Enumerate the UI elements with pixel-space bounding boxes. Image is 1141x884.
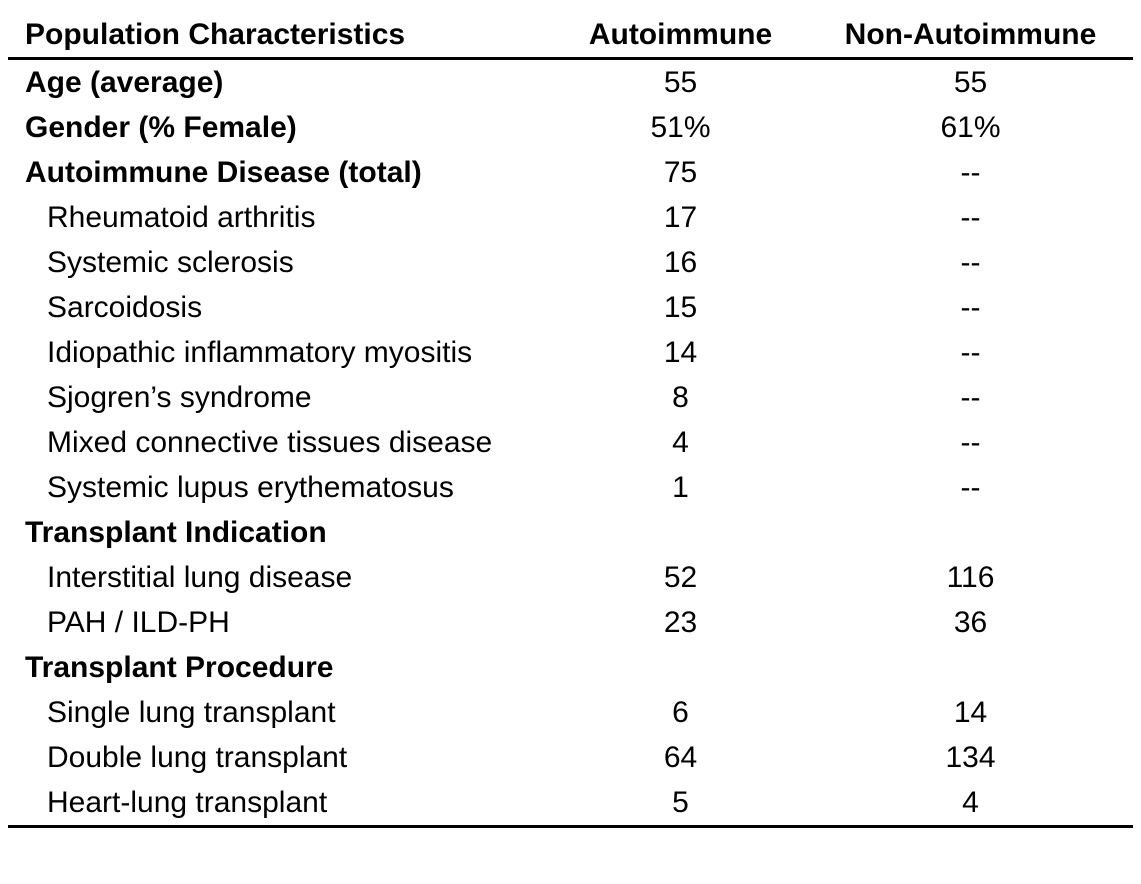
table-row: Age (average) 55 55 [8,60,1133,105]
row-label: Transplant Procedure [25,651,334,684]
table-row: Systemic sclerosis 16 -- [8,240,1133,285]
non-autoimmune-value: -- [960,381,981,414]
table-row: Mixed connective tissues disease 4 -- [8,420,1133,465]
autoimmune-value: 4 [672,426,689,459]
autoimmune-value: 16 [663,246,698,279]
row-label: Transplant Indication [25,516,327,549]
autoimmune-value: 75 [663,156,698,189]
table-row: Transplant Indication [8,510,1133,555]
table-row: Interstitial lung disease 52 116 [8,555,1133,600]
autoimmune-value: 1 [672,471,689,504]
non-autoimmune-value: 14 [953,696,988,729]
column-header-autoimmune: Autoimmune [588,18,773,51]
row-label: Systemic lupus erythematosus [47,471,454,504]
autoimmune-value: 23 [663,606,698,639]
table-row: PAH / ILD-PH 23 36 [8,600,1133,645]
row-label: Heart-lung transplant [47,786,328,819]
non-autoimmune-value: 134 [945,741,996,774]
autoimmune-value: 51% [650,111,711,144]
non-autoimmune-value: -- [960,291,981,324]
row-label: Idiopathic inflammatory myositis [47,336,473,369]
autoimmune-value: 14 [663,336,698,369]
non-autoimmune-value: -- [960,201,981,234]
row-label: Interstitial lung disease [47,561,353,594]
non-autoimmune-value: 61% [940,111,1001,144]
table-body: Age (average) 55 55 Gender (% Female) 51% 61%… [8,60,1133,828]
table-row: Gender (% Female) 51% 61% [8,105,1133,150]
row-label: Double lung transplant [47,741,348,774]
non-autoimmune-value: -- [960,336,981,369]
column-header-non-autoimmune: Non-Autoimmune [844,18,1097,51]
row-label: PAH / ILD-PH [47,606,230,639]
table-row: Transplant Procedure [8,645,1133,690]
row-label: Sjogren’s syndrome [47,381,312,414]
table-row: Systemic lupus erythematosus 1 -- [8,465,1133,510]
autoimmune-value: 15 [663,291,698,324]
non-autoimmune-value: -- [960,471,981,504]
table-row: Sjogren’s syndrome 8 -- [8,375,1133,420]
autoimmune-value: 8 [672,381,689,414]
row-label: Sarcoidosis [47,291,203,324]
table-row: Sarcoidosis 15 -- [8,285,1133,330]
autoimmune-value: 64 [663,741,698,774]
population-characteristics-table: Population Characteristics Autoimmune No… [8,12,1133,828]
autoimmune-value: 6 [672,696,689,729]
row-label: Age (average) [25,66,224,99]
non-autoimmune-value: -- [960,426,981,459]
autoimmune-value: 55 [663,66,698,99]
autoimmune-value: 52 [663,561,698,594]
table-row: Heart-lung transplant 5 4 [8,780,1133,825]
row-label: Systemic sclerosis [47,246,294,279]
autoimmune-value: 5 [672,786,689,819]
non-autoimmune-value: -- [960,246,981,279]
table-row: Idiopathic inflammatory myositis 14 -- [8,330,1133,375]
row-label: Rheumatoid arthritis [47,201,316,234]
non-autoimmune-value: 36 [953,606,988,639]
row-label: Single lung transplant [47,696,336,729]
table-row: Single lung transplant 6 14 [8,690,1133,735]
table-row: Autoimmune Disease (total) 75 -- [8,150,1133,195]
row-label: Gender (% Female) [25,111,297,144]
non-autoimmune-value: 55 [953,66,988,99]
autoimmune-value: 17 [663,201,698,234]
row-label: Mixed connective tissues disease [47,426,493,459]
table-header-row: Population Characteristics Autoimmune No… [8,12,1133,60]
table-row: Rheumatoid arthritis 17 -- [8,195,1133,240]
row-label: Autoimmune Disease (total) [25,156,422,189]
non-autoimmune-value: -- [960,156,981,189]
non-autoimmune-value: 4 [962,786,979,819]
column-header-population-characteristics: Population Characteristics [25,18,406,51]
non-autoimmune-value: 116 [946,561,995,594]
table-row: Double lung transplant 64 134 [8,735,1133,780]
